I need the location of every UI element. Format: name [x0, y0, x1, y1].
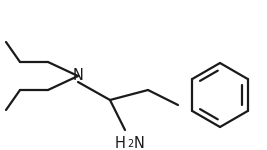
Text: N: N: [73, 69, 83, 84]
Text: N: N: [134, 136, 145, 150]
Text: H: H: [114, 136, 125, 150]
Text: 2: 2: [127, 139, 133, 149]
